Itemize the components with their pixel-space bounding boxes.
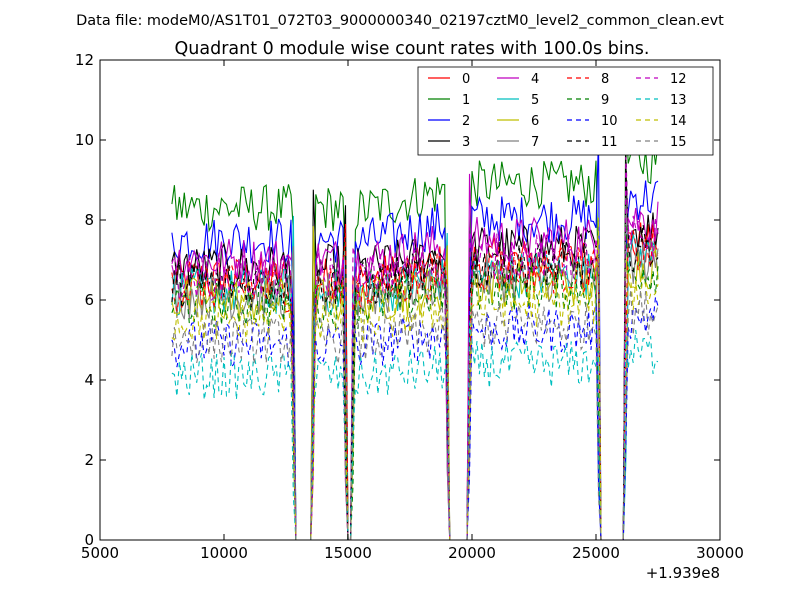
- y-tick-label: 4: [84, 371, 94, 389]
- legend-box: [417, 66, 714, 156]
- legend-label-15: 15: [670, 135, 687, 150]
- legend-label-6: 6: [531, 114, 539, 129]
- legend-label-5: 5: [531, 93, 539, 108]
- legend-label-11: 11: [601, 135, 618, 150]
- series-line-14: [171, 217, 659, 540]
- x-tick-label: 25000: [572, 544, 620, 562]
- series-lines: [171, 104, 659, 540]
- legend-label-12: 12: [670, 72, 687, 87]
- x-axis: 5000 10000 15000 20000 25000 30000: [81, 60, 744, 562]
- x-tick-label: 5000: [81, 544, 119, 562]
- series-line-13: [171, 322, 659, 540]
- y-tick-label: 8: [84, 211, 94, 229]
- x-tick-label: 15000: [324, 544, 372, 562]
- legend-label-9: 9: [601, 93, 609, 108]
- x-offset-label: +1.939e8: [646, 564, 720, 582]
- series-line-12: [171, 157, 659, 540]
- legend-label-3: 3: [462, 135, 470, 150]
- x-tick-label: 10000: [200, 544, 248, 562]
- legend-label-13: 13: [670, 93, 687, 108]
- legend-label-0: 0: [462, 72, 470, 87]
- legend-label-4: 4: [531, 72, 539, 87]
- datafile-label: Data file: modeM0/AS1T01_072T03_90000003…: [76, 13, 724, 29]
- y-tick-label: 0: [84, 531, 94, 549]
- x-tick-label: 20000: [448, 544, 496, 562]
- series-line-15: [171, 286, 659, 540]
- series-line-11: [171, 148, 659, 540]
- series-line-10: [171, 296, 659, 540]
- x-tick-label: 30000: [696, 544, 744, 562]
- legend-label-1: 1: [462, 93, 470, 108]
- y-tick-label: 2: [84, 451, 94, 469]
- series-line-3: [171, 158, 659, 540]
- legend-label-8: 8: [601, 72, 609, 87]
- y-tick-label: 10: [75, 131, 94, 149]
- legend-label-2: 2: [462, 114, 470, 129]
- y-tick-label: 6: [84, 291, 94, 309]
- chart-title: Quadrant 0 module wise count rates with …: [175, 39, 650, 59]
- legend-label-10: 10: [601, 114, 618, 129]
- legend-label-14: 14: [670, 114, 687, 129]
- series-line-1: [171, 104, 659, 540]
- y-tick-label: 12: [75, 51, 94, 69]
- legend-label-7: 7: [531, 135, 539, 150]
